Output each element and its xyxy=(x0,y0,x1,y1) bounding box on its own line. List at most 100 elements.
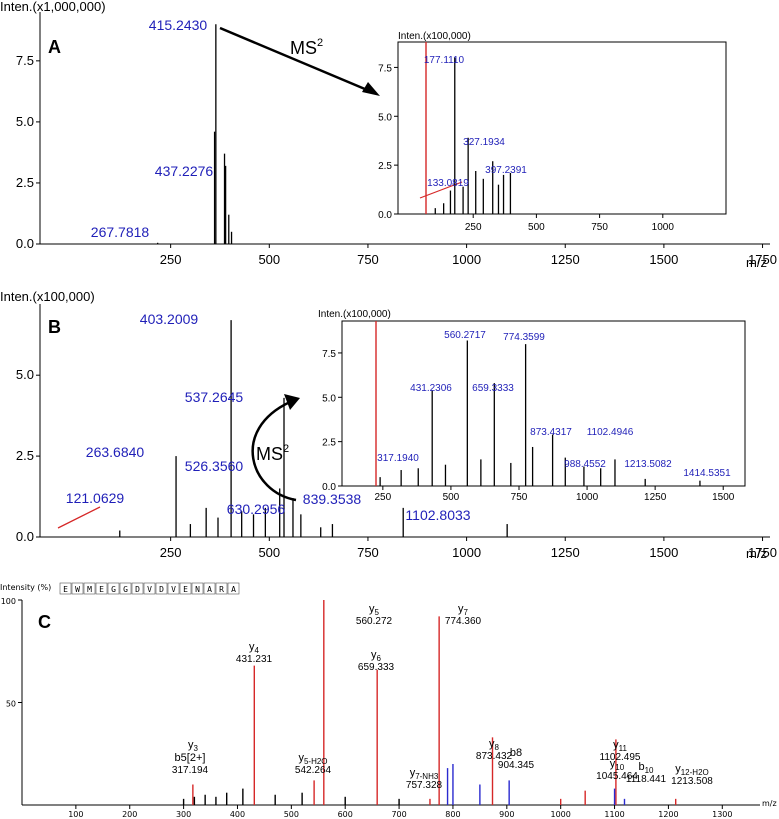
x-tick-label: 500 xyxy=(528,222,545,233)
panel-a-inset-peak-labels: 177.1110 327.1934 397.2391 133.0819 xyxy=(424,55,527,189)
x-tick-label: 400 xyxy=(230,810,245,819)
ion-mz: 757.328 xyxy=(406,780,443,791)
peak-label: 263.6840 xyxy=(86,444,145,460)
ion-label: y8 xyxy=(489,738,500,752)
inset-peak-label: 431.2306 xyxy=(410,383,452,394)
x-tick-label: 250 xyxy=(465,222,482,233)
panel-a-inset-ylabel: Inten.(x100,000) xyxy=(398,31,471,42)
panel-a-ylabel: Inten.(x1,000,000) xyxy=(0,0,106,14)
sequence-residue-box xyxy=(59,582,72,595)
panel-b-inset-ylabel: Inten.(x100,000) xyxy=(318,309,391,320)
sequence-residue-box xyxy=(179,582,192,595)
x-tick-label: 750 xyxy=(357,545,379,560)
inset-peak-label: 177.1110 xyxy=(424,55,465,66)
peak-label: 526.3560 xyxy=(185,458,244,474)
sequence-residue: A xyxy=(231,585,236,594)
y-tick-label: 0.0 xyxy=(378,210,392,221)
panel-c-letter: C xyxy=(38,612,51,632)
peak-label: 267.7818 xyxy=(91,224,150,240)
panel-c-xticks: 100 200 300 400 500 600 700 800 900 1000 1100 1200 1… xyxy=(68,805,732,819)
panel-a-ms-label: MS2 xyxy=(290,37,323,58)
sequence-residue: G xyxy=(123,585,128,594)
ion-mz: 1045.464 xyxy=(596,771,638,782)
x-tick-label: 1000 xyxy=(551,810,571,819)
panel-a-xticks: 250 500 750 1000 1250 1500 1750 xyxy=(160,244,777,267)
ion-label: y5 xyxy=(369,603,380,617)
panel-a-inset-peaks xyxy=(434,57,512,214)
panel-a-arrowhead xyxy=(362,82,380,96)
peak-label: 437.2276 xyxy=(155,163,214,179)
x-tick-label: 800 xyxy=(445,810,460,819)
panel-a-inset-yticks: 0.0 2.5 5.0 7.5 xyxy=(378,63,398,221)
inset-peak-label: 1213.5082 xyxy=(624,459,672,470)
panel-b-curved-arrow xyxy=(251,400,297,502)
x-tick-label: 1000 xyxy=(452,545,481,560)
ion-label: y10 xyxy=(610,758,625,772)
x-tick-label: 750 xyxy=(511,492,528,503)
inset-peak-label: 1414.5351 xyxy=(683,468,731,479)
ion-mz: 1213.508 xyxy=(671,776,713,787)
panel-c-yticks: 100 50 xyxy=(1,597,22,709)
y-tick-label: 2.5 xyxy=(378,161,392,172)
ion-mz: 317.194 xyxy=(172,765,209,776)
sequence-residue-box xyxy=(83,582,96,595)
inset-peak-label: 873.4317 xyxy=(530,427,572,438)
sequence-residue: A xyxy=(207,585,212,594)
x-tick-label: 1000 xyxy=(652,222,675,233)
inset-peak-label: 133.0819 xyxy=(427,178,469,189)
panel-b-peaks xyxy=(119,320,508,537)
panel-c-ylabel: Intensity (%) xyxy=(0,583,51,592)
panel-c-peaks xyxy=(182,600,677,805)
sequence-residue: R xyxy=(219,585,224,594)
panel-b-inset: Inten.(x100,000) 0.0 2.5 5.0 7.5 250 500 750 1… xyxy=(318,309,746,503)
inset-peak-label: 774.3599 xyxy=(503,332,545,343)
sequence-residue-box xyxy=(71,582,84,595)
panel-b-inset-yticks: 0.0 2.5 5.0 7.5 xyxy=(322,349,342,493)
panel-b-yticks: 0.0 2.5 5.0 xyxy=(16,367,40,544)
panel-a-xunit: m/z xyxy=(746,255,767,270)
panel-a-letter: A xyxy=(48,37,61,57)
y-tick-label: 2.5 xyxy=(16,448,34,463)
panel-a-inset-xticks: 250 500 750 1000 xyxy=(465,214,675,233)
ion-label: y11 xyxy=(613,739,627,753)
x-tick-label: 500 xyxy=(258,252,280,267)
y-tick-label: 5.0 xyxy=(16,114,34,129)
panel-b-peak-labels: 403.2009 537.2645 263.6840 526.3560 121.0629… xyxy=(66,311,471,523)
ion-label: y7-NH3 xyxy=(410,767,439,781)
sequence-residue: E xyxy=(183,585,188,594)
y-tick-label: 7.5 xyxy=(322,349,336,360)
sequence-residue-box xyxy=(191,582,204,595)
inset-peak-label: 1102.4946 xyxy=(587,427,634,438)
x-tick-label: 250 xyxy=(160,545,182,560)
x-tick-label: 100 xyxy=(68,810,83,819)
panel-b-ms-label: MS2 xyxy=(256,443,289,464)
sequence-residue-box xyxy=(227,582,240,595)
x-tick-label: 750 xyxy=(591,222,608,233)
panel-a-inset: Inten.(x100,000) 0.0 2.5 5.0 7.5 250 500 750 1… xyxy=(378,31,727,233)
panel-b-inset-xticks: 250 500 750 1000 1250 1500 xyxy=(375,486,735,503)
peak-label: 1102.8033 xyxy=(405,507,470,523)
panel-a-peaks xyxy=(157,24,233,244)
ion-label: b5[2+] xyxy=(175,752,206,764)
sequence-residue: E xyxy=(63,585,68,594)
ion-label: y6 xyxy=(371,649,382,663)
y-tick-label: 0.0 xyxy=(16,529,34,544)
ion-mz: 873.432 xyxy=(476,751,513,762)
panel-a: Inten.(x1,000,000) A 0.0 2.5 5.0 7.5 250 500… xyxy=(0,0,777,270)
x-tick-label: 1250 xyxy=(551,545,580,560)
ion-label: y4 xyxy=(249,641,260,655)
peak-label: 121.0629 xyxy=(66,490,125,506)
x-tick-label: 900 xyxy=(499,810,514,819)
panel-b-inset-peak-labels: 560.2717 774.3599 431.2306 659.3333 873.4317… xyxy=(377,330,731,479)
panel-b-inset-peaks xyxy=(379,340,701,486)
panel-a-peak-labels: 415.2430 437.2276 267.7818 xyxy=(91,17,214,240)
ion-mz: 560.272 xyxy=(356,616,393,627)
inset-peak-label: 988.4552 xyxy=(564,459,606,470)
x-tick-label: 500 xyxy=(443,492,460,503)
sequence-residue: G xyxy=(111,585,116,594)
sequence-residue-box xyxy=(155,582,168,595)
sequence-residue: V xyxy=(147,585,152,594)
